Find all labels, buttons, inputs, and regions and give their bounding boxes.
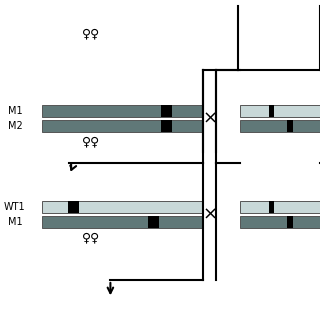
Text: ♀♀: ♀♀: [82, 135, 100, 148]
Bar: [240, 120, 320, 132]
Text: ×: ×: [202, 205, 217, 223]
Text: WT1: WT1: [3, 202, 25, 212]
Bar: [42, 105, 202, 117]
Text: ♀♀: ♀♀: [82, 231, 100, 244]
Bar: [240, 105, 320, 117]
Bar: [42, 120, 202, 132]
Text: ×: ×: [202, 109, 217, 127]
Bar: [287, 120, 292, 132]
Bar: [287, 216, 292, 228]
Text: M1: M1: [8, 217, 23, 227]
Bar: [269, 105, 274, 117]
Bar: [42, 216, 202, 228]
Bar: [240, 216, 320, 228]
Text: M2: M2: [8, 121, 23, 131]
Bar: [240, 201, 320, 213]
Text: M1: M1: [8, 106, 23, 116]
Bar: [68, 201, 79, 213]
Bar: [269, 201, 274, 213]
Bar: [42, 201, 202, 213]
Bar: [148, 216, 159, 228]
Bar: [161, 105, 172, 117]
Text: ♀♀: ♀♀: [82, 27, 100, 40]
Bar: [161, 120, 172, 132]
